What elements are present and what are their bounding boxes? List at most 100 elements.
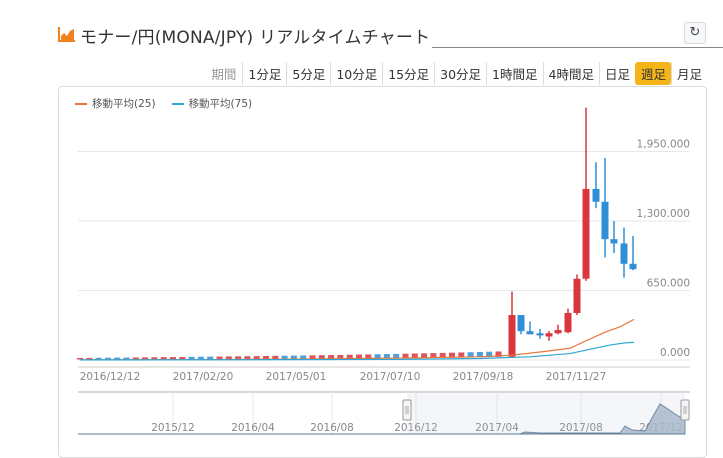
chart-legend: 移動平均(25) 移動平均(75)	[75, 96, 252, 111]
candle	[439, 352, 446, 358]
period-7[interactable]: 日足	[598, 61, 635, 85]
period-4[interactable]: 30分足	[434, 61, 486, 85]
candle	[77, 357, 83, 360]
period-0[interactable]: 1分足	[242, 61, 286, 85]
period-3[interactable]: 15分足	[382, 61, 434, 85]
navigator-tick-label: 2017/08	[559, 422, 603, 434]
candle	[486, 351, 493, 358]
candle	[300, 355, 307, 360]
candle	[346, 354, 353, 359]
candle	[272, 355, 279, 360]
candle	[104, 357, 111, 360]
candle	[374, 354, 381, 359]
period-6[interactable]: 4時間足	[542, 61, 599, 85]
candle	[86, 357, 93, 360]
title-divider	[432, 47, 723, 48]
candle	[263, 355, 269, 360]
candlestick-chart[interactable]: 0.000 650.000 1,300.000 1,950.000 2016/12/12…	[0, 0, 723, 445]
candle	[476, 351, 483, 358]
candle-body	[629, 263, 637, 270]
candle-body	[610, 239, 618, 244]
candle	[160, 357, 167, 360]
legend-label: 移動平均(75)	[188, 98, 253, 110]
navigator-tick-label: 2017/04	[475, 422, 519, 434]
candle	[383, 354, 390, 359]
navigator-tick-label: 2016/08	[310, 422, 354, 434]
navigator-tick-label: 2016/12	[394, 422, 438, 434]
candle	[188, 356, 195, 360]
candle	[197, 356, 204, 360]
period-9[interactable]: 月足	[670, 61, 707, 85]
candle	[114, 357, 121, 360]
x-tick-label: 2017/02/20	[173, 371, 234, 383]
ma25-swatch-icon	[75, 102, 87, 105]
navigator-tick-label: 2015/12	[151, 422, 195, 434]
navigator-tick-label: 2016/04	[231, 422, 275, 434]
candle-body	[564, 312, 572, 333]
candle	[216, 356, 223, 360]
candle-body	[554, 330, 562, 334]
candle-body	[620, 243, 628, 264]
candle-body	[526, 331, 534, 335]
y-tick-label: 650.000	[647, 278, 690, 290]
ma75-line	[79, 341, 635, 361]
candle	[244, 356, 251, 360]
candle	[411, 353, 418, 359]
period-2[interactable]: 10分足	[330, 61, 382, 85]
period-8[interactable]: 週足	[634, 61, 671, 85]
period-5[interactable]: 1時間足	[486, 61, 542, 85]
candle	[290, 355, 297, 360]
candle	[225, 356, 232, 360]
candle	[393, 353, 400, 359]
candle	[309, 355, 316, 360]
candle	[356, 354, 362, 359]
candle	[132, 357, 139, 360]
candle	[281, 355, 288, 360]
period-1[interactable]: 5分足	[286, 61, 330, 85]
candle	[421, 353, 428, 359]
legend-item-ma25[interactable]: 移動平均(25)	[75, 96, 156, 111]
candle-body	[545, 333, 553, 337]
x-tick-label: 2017/07/10	[360, 371, 421, 383]
area-chart-icon	[58, 27, 75, 42]
candle	[207, 356, 214, 360]
candle	[449, 352, 455, 358]
legend-item-ma75[interactable]: 移動平均(75)	[171, 96, 253, 111]
period-selector: 期間 1分足 5分足 10分足 15分足 30分足 1時間足 4時間足 日足 週足 月足	[205, 61, 707, 85]
refresh-icon: ↻	[689, 25, 701, 40]
x-tick-label: 2017/05/01	[266, 371, 327, 383]
candle-body	[573, 278, 581, 313]
candle-body	[592, 188, 600, 202]
chart-panel: 移動平均(25) 移動平均(75)	[58, 86, 707, 458]
candle	[458, 352, 465, 358]
ma75-swatch-icon	[171, 102, 184, 105]
navigator-selection[interactable]	[407, 393, 685, 434]
candle	[123, 357, 130, 360]
x-tick-label: 2016/12/12	[80, 371, 141, 383]
candle	[495, 351, 502, 357]
y-tick-label: 0.000	[660, 347, 690, 359]
candle	[402, 353, 409, 359]
candle	[235, 356, 242, 360]
navigator-handle-right[interactable]	[680, 399, 690, 421]
period-label: 期間	[211, 66, 237, 82]
y-tick-label: 1,300.000	[637, 208, 690, 220]
candle	[430, 353, 437, 358]
candle	[142, 357, 149, 360]
refresh-button[interactable]: ↻	[684, 22, 706, 44]
navigator-handle-left[interactable]	[402, 399, 412, 421]
page-title: モナー/円(MONA/JPY) リアルタイムチャート	[80, 28, 431, 48]
candle	[365, 354, 372, 359]
candle-body	[508, 315, 516, 357]
x-tick-label: 2017/11/27	[546, 371, 607, 383]
y-tick-label: 1,950.000	[637, 139, 690, 151]
candle	[95, 357, 102, 360]
candle-body	[601, 201, 609, 240]
candle	[467, 352, 474, 358]
legend-label: 移動平均(25)	[92, 98, 156, 110]
candle	[318, 355, 325, 359]
candle	[253, 356, 260, 360]
ma25-line	[79, 318, 635, 361]
candle	[179, 356, 186, 360]
candle-body	[582, 188, 590, 279]
